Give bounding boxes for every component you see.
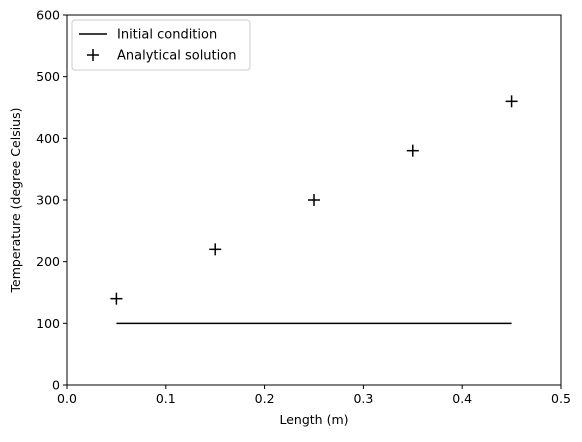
- data-point-analytical-1: [110, 292, 123, 305]
- data-point-analytical-4: [406, 144, 419, 157]
- x-tick-label: 0.0: [57, 391, 77, 406]
- data-point-analytical-5: [505, 95, 518, 108]
- legend: Initial condition Analytical solution: [71, 19, 251, 71]
- legend-label-analytical-solution: Analytical solution: [117, 49, 236, 64]
- y-tick-label: 300: [36, 193, 60, 208]
- x-tick-label: 0.3: [353, 391, 373, 406]
- data-point-analytical-2: [209, 243, 222, 256]
- x-tick-label: 0.1: [156, 391, 176, 406]
- x-tick-label: 0.2: [255, 391, 275, 406]
- legend-label-initial-condition: Initial condition: [117, 28, 217, 43]
- data-point-analytical-3: [308, 194, 320, 206]
- legend-plus-swatch: [87, 49, 99, 61]
- x-tick-label: 0.5: [551, 391, 571, 406]
- y-tick-label: 500: [36, 69, 60, 84]
- y-tick-label: 600: [36, 8, 60, 23]
- axis-ticks: 0.0 0.1 0.2 0.3 0.4 0.5 0 100 200 300 400 500 600: [36, 8, 571, 407]
- y-axis-label: Temperature (degree Celsius): [8, 108, 23, 294]
- plot-layer: [110, 95, 518, 325]
- y-tick-label: 200: [36, 254, 60, 269]
- y-tick-label: 0: [52, 378, 60, 393]
- y-tick-label: 400: [36, 131, 60, 146]
- x-axis-label: Length (m): [279, 412, 348, 427]
- y-tick-label: 100: [36, 316, 60, 331]
- legend-box: [71, 19, 251, 71]
- x-tick-label: 0.4: [452, 391, 472, 406]
